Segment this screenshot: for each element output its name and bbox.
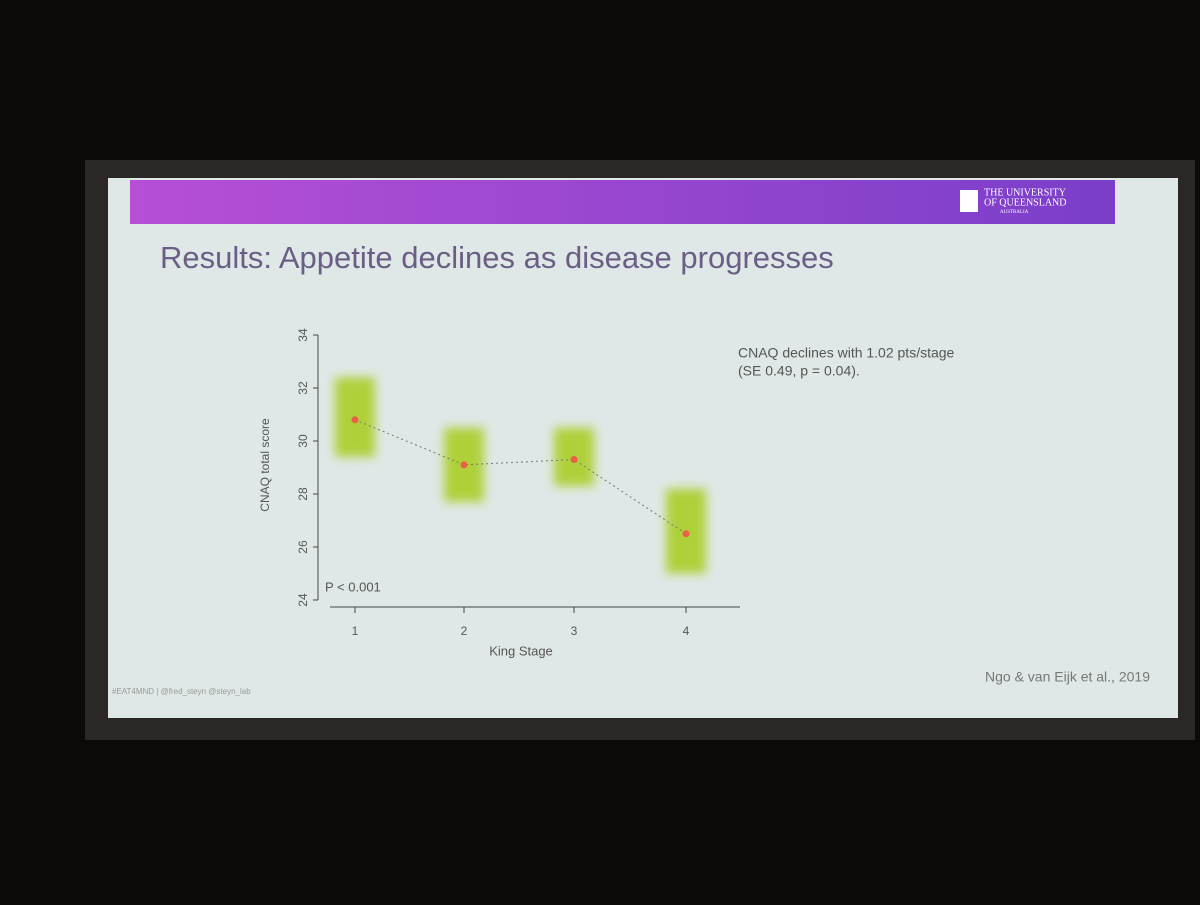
x-axis-label: King Stage <box>489 643 553 658</box>
y-tick-label: 34 <box>296 328 310 342</box>
mean-point <box>682 530 690 538</box>
citation: Ngo & van Eijk et al., 2019 <box>985 669 1150 685</box>
slide-title: Results: Appetite declines as disease pr… <box>160 240 834 275</box>
header-bar <box>130 180 1115 224</box>
note-line: CNAQ declines with 1.02 pts/stage <box>738 345 955 361</box>
y-tick-label: 30 <box>296 434 310 448</box>
y-tick-label: 26 <box>296 540 310 554</box>
logo-line: THE UNIVERSITY <box>984 187 1066 198</box>
logo-line: AUSTRALIA <box>1000 210 1029 215</box>
footer: #EAT4MND | @fred_steyn @steyn_lab <box>112 687 251 696</box>
y-tick-label: 28 <box>296 487 310 501</box>
mean-point <box>351 416 359 424</box>
slide <box>108 178 1178 718</box>
mean-point <box>570 456 578 464</box>
x-tick-label: 2 <box>461 624 468 638</box>
logo-crest <box>960 190 978 212</box>
logo-line: OF QUEENSLAND <box>984 197 1067 208</box>
y-tick-label: 32 <box>296 381 310 395</box>
x-tick-label: 1 <box>352 624 359 638</box>
y-tick-label: 24 <box>296 593 310 607</box>
x-tick-label: 4 <box>683 624 690 638</box>
mean-point <box>460 461 468 469</box>
note-line: (SE 0.49, p = 0.04). <box>738 363 860 379</box>
annotation: P < 0.001 <box>325 579 381 594</box>
x-tick-label: 3 <box>571 624 578 638</box>
mean-line <box>354 419 687 535</box>
y-axis-label: CNAQ total score <box>258 418 272 512</box>
